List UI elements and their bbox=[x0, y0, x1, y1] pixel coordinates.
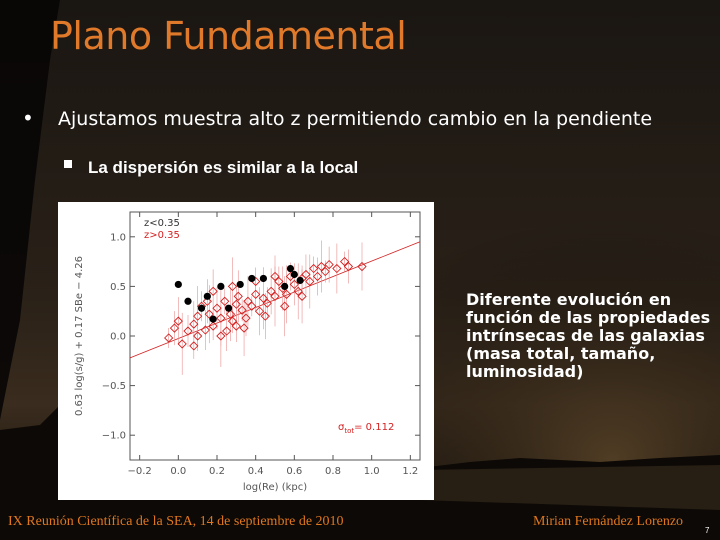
point-z-high bbox=[339, 256, 350, 267]
y-axis-label: 0.63 log(s/g) + 0.17 SBe − 4.26 bbox=[74, 256, 85, 416]
point-z-high bbox=[289, 279, 299, 290]
point-z-high bbox=[208, 286, 218, 296]
sub-bullet-text: La dispersión es similar a la local bbox=[88, 158, 359, 177]
y-tick-label: −1.0 bbox=[102, 431, 126, 442]
x-tick-label: 0.2 bbox=[209, 466, 225, 477]
point-z-high bbox=[247, 301, 257, 311]
point-z-high bbox=[332, 263, 342, 274]
point-z-high bbox=[266, 286, 276, 296]
sub-bullet-marker bbox=[64, 160, 72, 168]
point-z-high bbox=[173, 316, 183, 326]
point-z-high bbox=[227, 316, 238, 326]
point-z-high bbox=[281, 289, 292, 299]
point-z-high bbox=[227, 281, 238, 292]
point-z-high bbox=[324, 259, 334, 270]
point-z-high bbox=[225, 309, 236, 319]
point-z-high bbox=[189, 341, 199, 351]
point-z-high bbox=[177, 339, 187, 349]
y-tick-label: 1.0 bbox=[110, 232, 126, 243]
point-z-high bbox=[243, 296, 253, 306]
point-z-high bbox=[220, 296, 230, 306]
point-z-low bbox=[174, 280, 182, 289]
x-tick-label: 0.4 bbox=[248, 466, 264, 477]
point-z-high bbox=[293, 286, 303, 296]
point-z-high bbox=[270, 291, 280, 301]
point-z-low bbox=[197, 304, 206, 312]
point-z-high bbox=[237, 305, 247, 315]
point-z-high bbox=[254, 306, 265, 316]
point-z-high bbox=[164, 333, 174, 343]
point-z-low bbox=[209, 315, 217, 323]
point-z-high bbox=[305, 276, 315, 287]
x-tick-label: 0.0 bbox=[170, 466, 186, 477]
legend-entry-z-low: z<0.35 bbox=[144, 218, 180, 229]
point-z-high bbox=[262, 298, 272, 308]
point-z-high bbox=[231, 299, 241, 309]
point-z-low bbox=[259, 274, 267, 283]
point-z-high bbox=[258, 293, 269, 303]
x-tick-label: 1.0 bbox=[364, 466, 380, 477]
point-z-high bbox=[183, 326, 193, 336]
x-axis-label: log(Re) (kpc) bbox=[243, 482, 307, 493]
x-tick-label: −0.2 bbox=[128, 466, 152, 477]
point-z-high bbox=[212, 303, 222, 313]
point-z-high bbox=[239, 323, 249, 333]
point-z-high bbox=[241, 313, 251, 323]
y-tick-label: −0.5 bbox=[102, 381, 126, 392]
point-z-high bbox=[231, 321, 241, 331]
point-z-high bbox=[193, 311, 203, 321]
point-z-high bbox=[200, 325, 211, 335]
point-z-high bbox=[233, 291, 243, 301]
point-z-high bbox=[204, 309, 214, 319]
point-z-high bbox=[222, 326, 232, 336]
point-z-low bbox=[203, 292, 211, 300]
side-note: Diferente evolución en función de las pr… bbox=[466, 290, 711, 381]
x-tick-label: 1.2 bbox=[402, 466, 418, 477]
point-z-high bbox=[169, 323, 180, 333]
scatter-plot: −0.2 0.0 0.2 0.4 0.6 0.8 1.0 1.2 −1.0 −0.5 0.0 0.5 1… bbox=[58, 202, 434, 500]
point-z-high bbox=[316, 261, 327, 272]
point-z-high bbox=[309, 263, 319, 274]
point-z-high bbox=[251, 289, 261, 299]
point-z-high bbox=[202, 296, 212, 306]
slide-title: Plano Fundamental bbox=[50, 14, 407, 58]
point-z-high bbox=[343, 261, 354, 272]
point-z-high bbox=[270, 271, 280, 282]
bullet-marker: • bbox=[22, 106, 34, 130]
y-tick-label: 0.0 bbox=[110, 332, 126, 343]
point-z-low bbox=[225, 304, 233, 312]
point-z-high bbox=[301, 269, 311, 280]
point-z-low bbox=[290, 270, 298, 279]
point-z-low bbox=[296, 276, 304, 285]
point-z-low bbox=[184, 297, 192, 305]
point-z-high bbox=[216, 313, 226, 323]
point-z-low bbox=[281, 282, 289, 290]
point-z-high bbox=[193, 331, 203, 341]
point-z-low bbox=[248, 274, 256, 283]
point-z-low bbox=[217, 282, 225, 290]
point-z-low bbox=[236, 280, 244, 289]
sigma-annotation: σtot= 0.112 bbox=[338, 422, 394, 435]
x-tick-label: 0.8 bbox=[325, 466, 341, 477]
legend-entry-z-high: z>0.35 bbox=[144, 230, 180, 241]
point-z-high bbox=[357, 261, 367, 272]
page-number: 7 bbox=[705, 526, 710, 535]
point-z-high bbox=[189, 319, 199, 329]
point-z-high bbox=[320, 266, 330, 277]
x-tick-label: 0.6 bbox=[286, 466, 302, 477]
footer-event: IX Reunión Científica de la SEA, 14 de s… bbox=[8, 514, 344, 529]
scatter-plot-svg: −0.2 0.0 0.2 0.4 0.6 0.8 1.0 1.2 −1.0 −0.5 0.0 0.5 1… bbox=[74, 211, 421, 493]
y-tick-label: 0.5 bbox=[110, 282, 126, 293]
point-z-high bbox=[274, 276, 284, 287]
point-z-high bbox=[260, 311, 270, 321]
point-z-high bbox=[297, 291, 307, 301]
point-z-high bbox=[216, 331, 226, 341]
point-z-high bbox=[208, 321, 218, 331]
point-z-high bbox=[280, 301, 290, 311]
footer-author: Mirian Fernández Lorenzo bbox=[533, 514, 684, 529]
point-z-high bbox=[312, 271, 323, 282]
point-z-low bbox=[286, 264, 295, 273]
bullet-text: Ajustamos muestra alto z permitiendo cam… bbox=[58, 108, 653, 130]
